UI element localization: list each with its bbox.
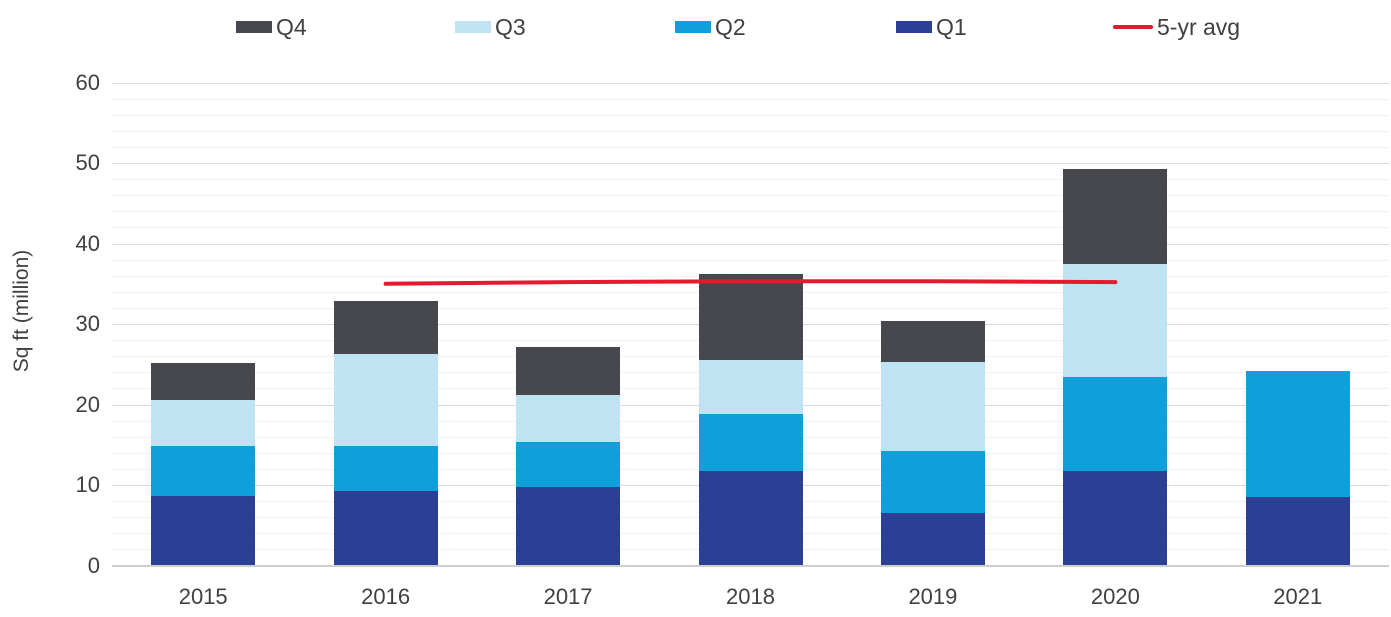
bar-segment-q1-2020 (1063, 470, 1168, 566)
y-tick-label: 20 (75, 391, 100, 417)
gridline-minor (112, 130, 1389, 132)
bar-segment-q4-2016 (333, 300, 438, 354)
x-tick-label-2020: 2020 (1090, 583, 1140, 609)
legend-swatch-q2 (675, 21, 711, 33)
y-tick-label: 30 (75, 311, 100, 336)
legend-item-q2: Q2 (675, 13, 746, 41)
bar-segment-q1-2017 (516, 487, 621, 566)
legend-line-swatch (1113, 25, 1153, 29)
legend-label: 5-yr avg (1157, 14, 1241, 40)
bar-segment-q1-2019 (880, 513, 985, 566)
gridline-minor (112, 211, 1389, 213)
legend-swatch-q1 (896, 21, 932, 33)
bar-segment-q3-2018 (698, 360, 803, 415)
bar-segment-q3-2017 (516, 394, 621, 443)
gridline-minor (112, 98, 1389, 100)
bar-segment-q2-2015 (151, 446, 256, 497)
gridline-minor (112, 195, 1389, 197)
bar-segment-q4-2020 (1063, 169, 1168, 264)
bar-segment-q3-2019 (880, 361, 985, 452)
gridline-minor (112, 259, 1389, 261)
gridline-minor (112, 114, 1389, 116)
legend-item-q3: Q3 (455, 13, 526, 41)
bar-segment-q3-2015 (151, 399, 256, 447)
x-tick-label-2019: 2019 (908, 583, 958, 609)
x-tick-label-2016: 2016 (361, 583, 411, 609)
y-tick-label: 40 (75, 230, 100, 256)
bar-segment-q2-2018 (698, 414, 803, 472)
x-tick-label-2017: 2017 (543, 583, 593, 609)
legend-label: Q2 (715, 14, 746, 40)
legend-label: Q3 (495, 14, 526, 40)
bar-segment-q4-2018 (698, 274, 803, 361)
y-tick-label: 0 (87, 552, 100, 578)
y-tick-label: 50 (75, 150, 100, 175)
bar-segment-q4-2015 (151, 363, 256, 400)
bar-segment-q3-2016 (333, 353, 438, 447)
bar-segment-q1-2016 (333, 491, 438, 566)
bar-segment-q2-2016 (333, 446, 438, 492)
bar-segment-q4-2019 (880, 320, 985, 362)
legend-item-q1: Q1 (896, 13, 967, 41)
legend-item-q4: Q4 (236, 13, 307, 41)
legend-item-5-yr-avg: 5-yr avg (1113, 13, 1240, 41)
bar-segment-q2-2017 (516, 442, 621, 488)
gridline-minor (112, 179, 1389, 181)
y-axis-title: Sq ft (million) (10, 249, 33, 373)
gridline-major (112, 163, 1389, 164)
y-tick-label: 60 (75, 69, 100, 95)
bar-segment-q3-2020 (1063, 263, 1168, 378)
bar-segment-q1-2015 (151, 496, 256, 566)
gridline-major (112, 243, 1389, 245)
legend-swatch-q3 (455, 21, 491, 33)
y-tick-label: 10 (75, 472, 100, 497)
bar-segment-q2-2019 (880, 451, 985, 514)
gridline-minor (112, 146, 1389, 148)
bar-segment-q1-2018 (698, 471, 803, 566)
legend-label: Q4 (276, 14, 307, 40)
x-tick-label-2015: 2015 (178, 583, 228, 609)
bar-segment-q2-2021 (1245, 371, 1350, 498)
legend-swatch-q4 (236, 21, 272, 33)
bar-segment-q1-2021 (1245, 497, 1350, 566)
gridline-major (112, 82, 1389, 84)
x-tick-label-2021: 2021 (1273, 583, 1323, 609)
legend-label: Q1 (936, 14, 967, 40)
x-tick-label-2018: 2018 (726, 583, 775, 609)
bar-segment-q4-2017 (516, 346, 621, 395)
gridline-minor (112, 227, 1389, 229)
bar-segment-q2-2020 (1063, 377, 1168, 471)
